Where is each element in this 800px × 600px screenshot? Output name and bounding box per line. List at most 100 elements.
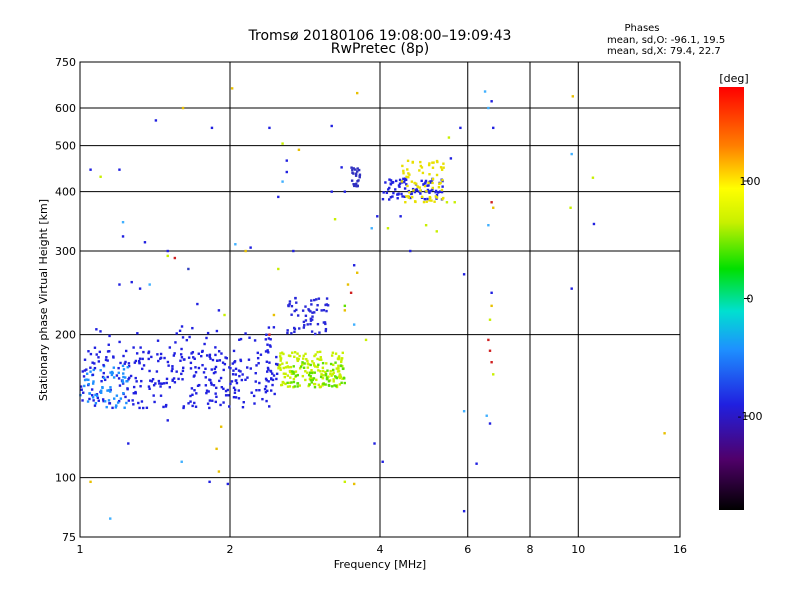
data-point — [210, 368, 213, 371]
data-point — [326, 304, 330, 307]
data-point — [115, 374, 119, 377]
data-point — [233, 391, 237, 394]
data-point — [185, 338, 189, 342]
data-point — [296, 314, 300, 317]
data-point — [437, 185, 441, 189]
data-point — [241, 405, 245, 409]
grid-lines — [80, 62, 680, 537]
data-point — [180, 325, 184, 328]
x-tick-label: 1 — [77, 543, 84, 556]
data-point — [164, 403, 168, 407]
data-point — [285, 170, 288, 174]
data-point — [212, 371, 216, 375]
data-point — [282, 372, 286, 375]
data-point — [292, 377, 296, 381]
data-point — [219, 376, 223, 380]
data-point — [334, 361, 337, 364]
data-point — [407, 175, 410, 179]
data-point — [343, 309, 347, 312]
data-point — [321, 376, 325, 380]
data-point — [331, 368, 335, 372]
data-point — [335, 376, 338, 379]
data-point — [129, 374, 133, 378]
data-point — [101, 386, 104, 389]
data-point — [592, 222, 596, 226]
data-point — [138, 287, 142, 290]
data-point — [292, 370, 295, 374]
data-point — [296, 357, 299, 360]
data-point — [405, 195, 408, 198]
data-point — [195, 392, 198, 395]
data-point — [492, 373, 495, 376]
data-point — [281, 362, 284, 365]
data-point — [247, 358, 251, 361]
data-point — [109, 517, 112, 520]
data-point — [181, 106, 185, 110]
data-point — [402, 169, 405, 173]
data-point — [204, 367, 207, 371]
data-point — [180, 372, 183, 376]
data-point — [272, 313, 276, 317]
data-point — [139, 385, 142, 388]
data-point — [290, 304, 294, 308]
data-point — [490, 291, 493, 295]
data-point — [114, 404, 118, 407]
data-point — [319, 370, 322, 373]
data-point — [259, 353, 263, 356]
data-point — [244, 249, 247, 253]
data-point — [152, 394, 155, 397]
chart-title: Tromsø 20180106 19:08:00–19:09:43 — [248, 28, 512, 44]
data-point — [404, 200, 407, 204]
data-point — [148, 283, 151, 286]
data-point — [320, 373, 323, 376]
data-point — [330, 190, 333, 193]
data-point — [232, 369, 235, 372]
data-point — [229, 382, 232, 386]
data-point — [324, 329, 327, 333]
data-point — [331, 385, 334, 388]
data-point — [137, 401, 140, 405]
data-point — [149, 379, 152, 382]
data-point — [162, 405, 165, 409]
data-point — [164, 405, 168, 408]
data-point — [346, 283, 350, 286]
data-point — [201, 363, 204, 367]
data-point — [92, 380, 95, 383]
data-point — [103, 400, 107, 403]
data-point — [293, 309, 296, 313]
data-point — [436, 191, 440, 194]
data-point — [285, 159, 288, 162]
data-point — [121, 220, 125, 224]
data-point — [340, 381, 343, 385]
data-point — [124, 376, 127, 379]
data-point — [106, 359, 109, 362]
data-point — [137, 359, 141, 363]
data-point — [224, 389, 228, 393]
data-point — [226, 388, 229, 392]
data-point — [106, 389, 109, 392]
data-point — [127, 364, 131, 368]
data-point — [102, 363, 105, 367]
data-point — [336, 357, 340, 360]
data-point — [266, 343, 269, 346]
data-point — [175, 332, 178, 335]
data-point — [136, 332, 139, 335]
data-point — [248, 336, 251, 339]
data-point — [256, 351, 259, 355]
data-point — [332, 378, 335, 381]
data-point — [127, 399, 131, 402]
data-point — [288, 385, 292, 388]
data-point — [424, 224, 428, 227]
colorbar-ticks: 100 0 -100 — [738, 175, 763, 423]
data-point — [95, 394, 99, 398]
data-point — [171, 365, 174, 368]
data-point — [187, 402, 190, 405]
data-point — [235, 381, 239, 385]
data-point — [483, 90, 487, 93]
data-point — [118, 340, 121, 344]
data-point — [172, 354, 176, 357]
data-point — [86, 400, 90, 403]
data-point — [309, 375, 312, 378]
data-point — [353, 168, 357, 171]
data-point — [320, 309, 323, 312]
